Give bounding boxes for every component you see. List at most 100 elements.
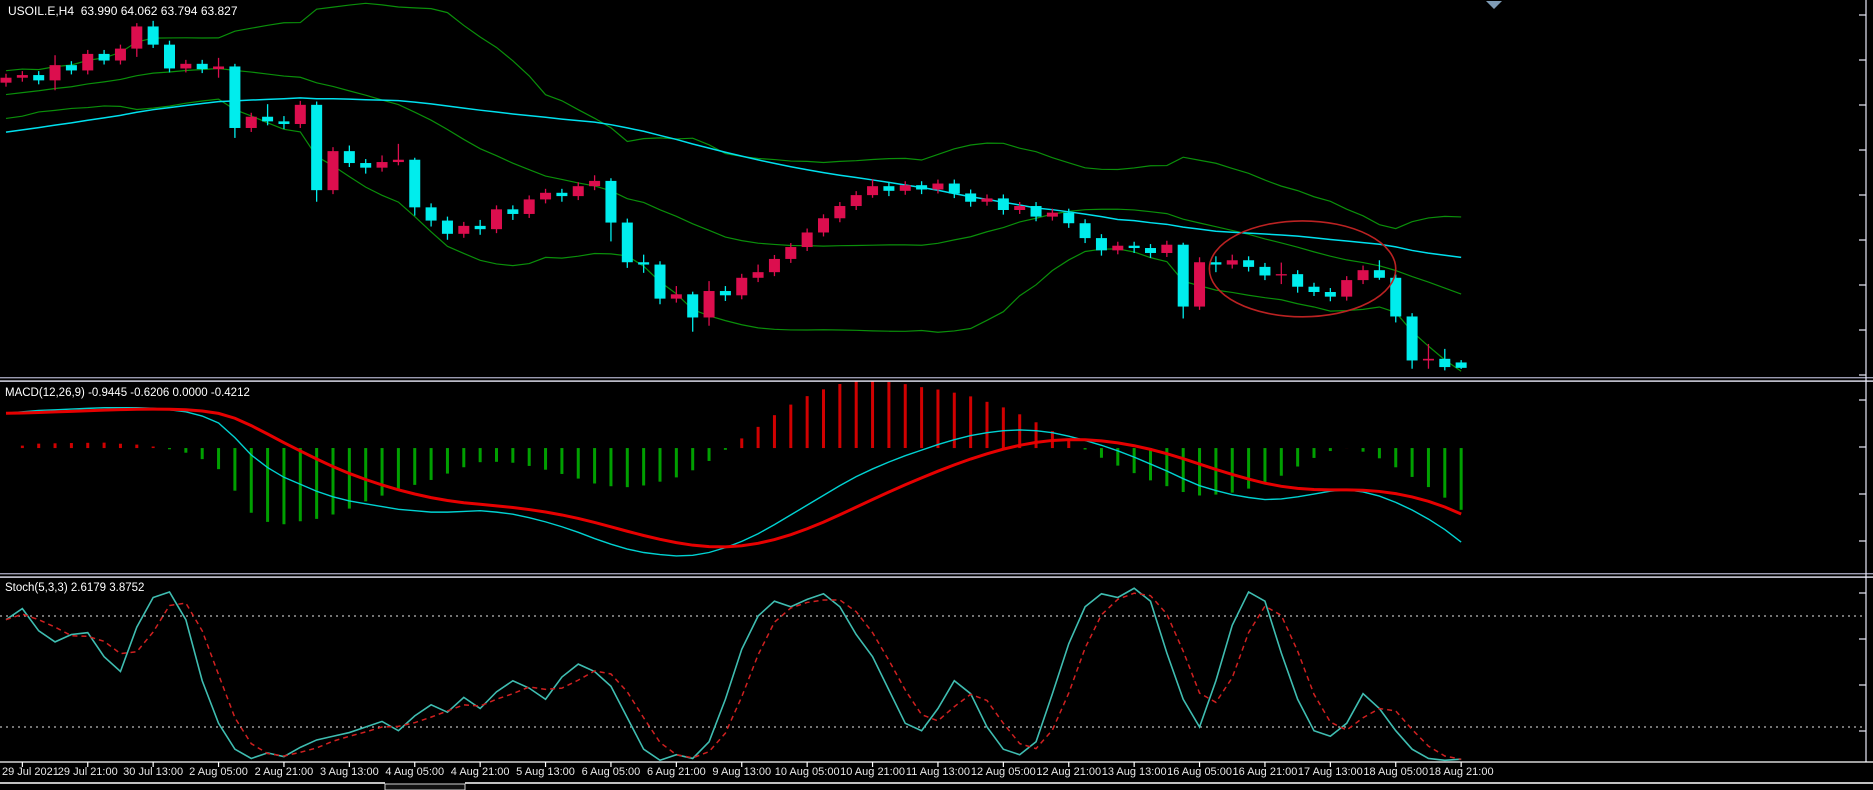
candle-body [245, 116, 257, 128]
candle-body [785, 247, 797, 259]
time-label: 11 Aug 13:00 [905, 766, 970, 778]
macd-signal-line [5, 407, 1462, 549]
stoch-signal-line [5, 592, 1462, 761]
candle-body [899, 185, 911, 191]
candle-body [1161, 244, 1173, 253]
candle-body [965, 193, 977, 202]
candle-body [1079, 223, 1091, 239]
candle-body [1030, 206, 1042, 217]
candle-body [883, 186, 895, 191]
bollinger-lower-band [5, 98, 1462, 372]
candle-body [131, 26, 143, 49]
time-label: 3 Aug 13:00 [319, 766, 379, 778]
pane-separator[interactable] [0, 576, 1873, 578]
candle-body [834, 206, 846, 219]
candle-body [540, 192, 552, 200]
candle-body [703, 291, 715, 318]
time-label: 5 Aug 13:00 [516, 766, 575, 778]
candle-body [1406, 316, 1418, 361]
candle-body [311, 104, 323, 191]
candle-body [491, 209, 502, 230]
time-label: 6 Aug 05:00 [581, 766, 641, 778]
symbol-timeframe-label: USOIL.E,H4 [8, 4, 75, 18]
candle-body [147, 26, 159, 45]
candle-body [997, 198, 1009, 210]
candle-body [114, 48, 126, 61]
candle-body [196, 63, 208, 70]
candle-body [229, 66, 241, 128]
candle-body [1292, 274, 1304, 287]
time-label: 6 Aug 21:00 [646, 766, 706, 778]
pane-separator[interactable] [0, 380, 1873, 382]
pane-separator[interactable] [0, 377, 1873, 379]
candle-body [1095, 238, 1107, 251]
candle-body [621, 222, 633, 263]
candle-body [1243, 260, 1255, 267]
candle-body [768, 258, 780, 273]
candle-body [1324, 292, 1336, 297]
time-label: 29 Jul 21:00 [57, 766, 118, 778]
candle-body [687, 294, 699, 318]
candle-body [867, 186, 879, 196]
candle-body [1210, 262, 1222, 265]
time-label: 16 Aug 21:00 [1232, 766, 1298, 778]
candle-body [65, 65, 77, 71]
candle-body [441, 220, 453, 234]
scroll-to-end-marker-icon[interactable] [1486, 1, 1502, 9]
macd-panel-label: MACD(12,26,9) -0.9445 -0.6206 0.0000 -0.… [5, 387, 250, 399]
time-label: 13 Aug 13:00 [1101, 766, 1167, 778]
macd-main-line [5, 406, 1462, 557]
time-label: 29 Jul 2021 [2, 766, 59, 778]
time-label: 17 Aug 13:00 [1297, 766, 1363, 778]
candle-body [1439, 358, 1451, 368]
chart-title: USOIL.E,H4 63.990 64.062 63.794 63.827 [8, 4, 238, 18]
time-label: 30 Jul 13:00 [123, 766, 184, 778]
candle-body [850, 195, 862, 207]
candle-body [1226, 260, 1238, 265]
candle-body [1373, 270, 1385, 278]
candle-body [1128, 245, 1140, 249]
candle-body [82, 53, 94, 71]
candle-body [801, 232, 813, 248]
candle-body [1341, 280, 1353, 297]
candle-body [818, 218, 829, 233]
candle-body [981, 198, 993, 202]
candle-body [916, 185, 928, 190]
candle-body [294, 104, 306, 125]
time-label: 12 Aug 05:00 [970, 766, 1036, 778]
time-label: 10 Aug 05:00 [774, 766, 840, 778]
moving-average-line [5, 97, 1462, 259]
time-label: 9 Aug 13:00 [712, 766, 772, 778]
candle-body [0, 77, 12, 83]
candle-body [752, 272, 764, 278]
candle-body [736, 277, 748, 296]
pane-separator[interactable] [0, 573, 1873, 575]
candle-body [1194, 262, 1206, 307]
candle-body [458, 225, 470, 234]
candle-body [327, 151, 339, 191]
candle-body [409, 159, 421, 208]
time-label: 2 Aug 05:00 [189, 766, 248, 778]
candle-body [49, 65, 61, 81]
candle-body [638, 262, 650, 265]
time-label: 18 Aug 21:00 [1428, 766, 1494, 778]
candle-body [1145, 248, 1156, 253]
time-label: 4 Aug 05:00 [385, 766, 445, 778]
macd-indicator-values: -0.9445 -0.6206 0.0000 -0.4212 [88, 387, 250, 399]
annotation-ellipse[interactable] [1208, 220, 1397, 318]
scrollbar-thumb[interactable] [384, 783, 466, 790]
candle-body [16, 75, 28, 78]
candle-body [1063, 212, 1075, 224]
candle-body [556, 192, 568, 197]
bollinger-upper-band [5, 2, 1462, 230]
candle-body [180, 63, 192, 69]
candle-body [1275, 274, 1287, 276]
candle-body [932, 183, 944, 190]
candle-body [1390, 277, 1402, 317]
time-label: 16 Aug 05:00 [1167, 766, 1232, 778]
candle-body [98, 53, 110, 61]
candle-body [213, 66, 225, 70]
candle-body [278, 121, 290, 125]
candle-body [605, 180, 617, 223]
